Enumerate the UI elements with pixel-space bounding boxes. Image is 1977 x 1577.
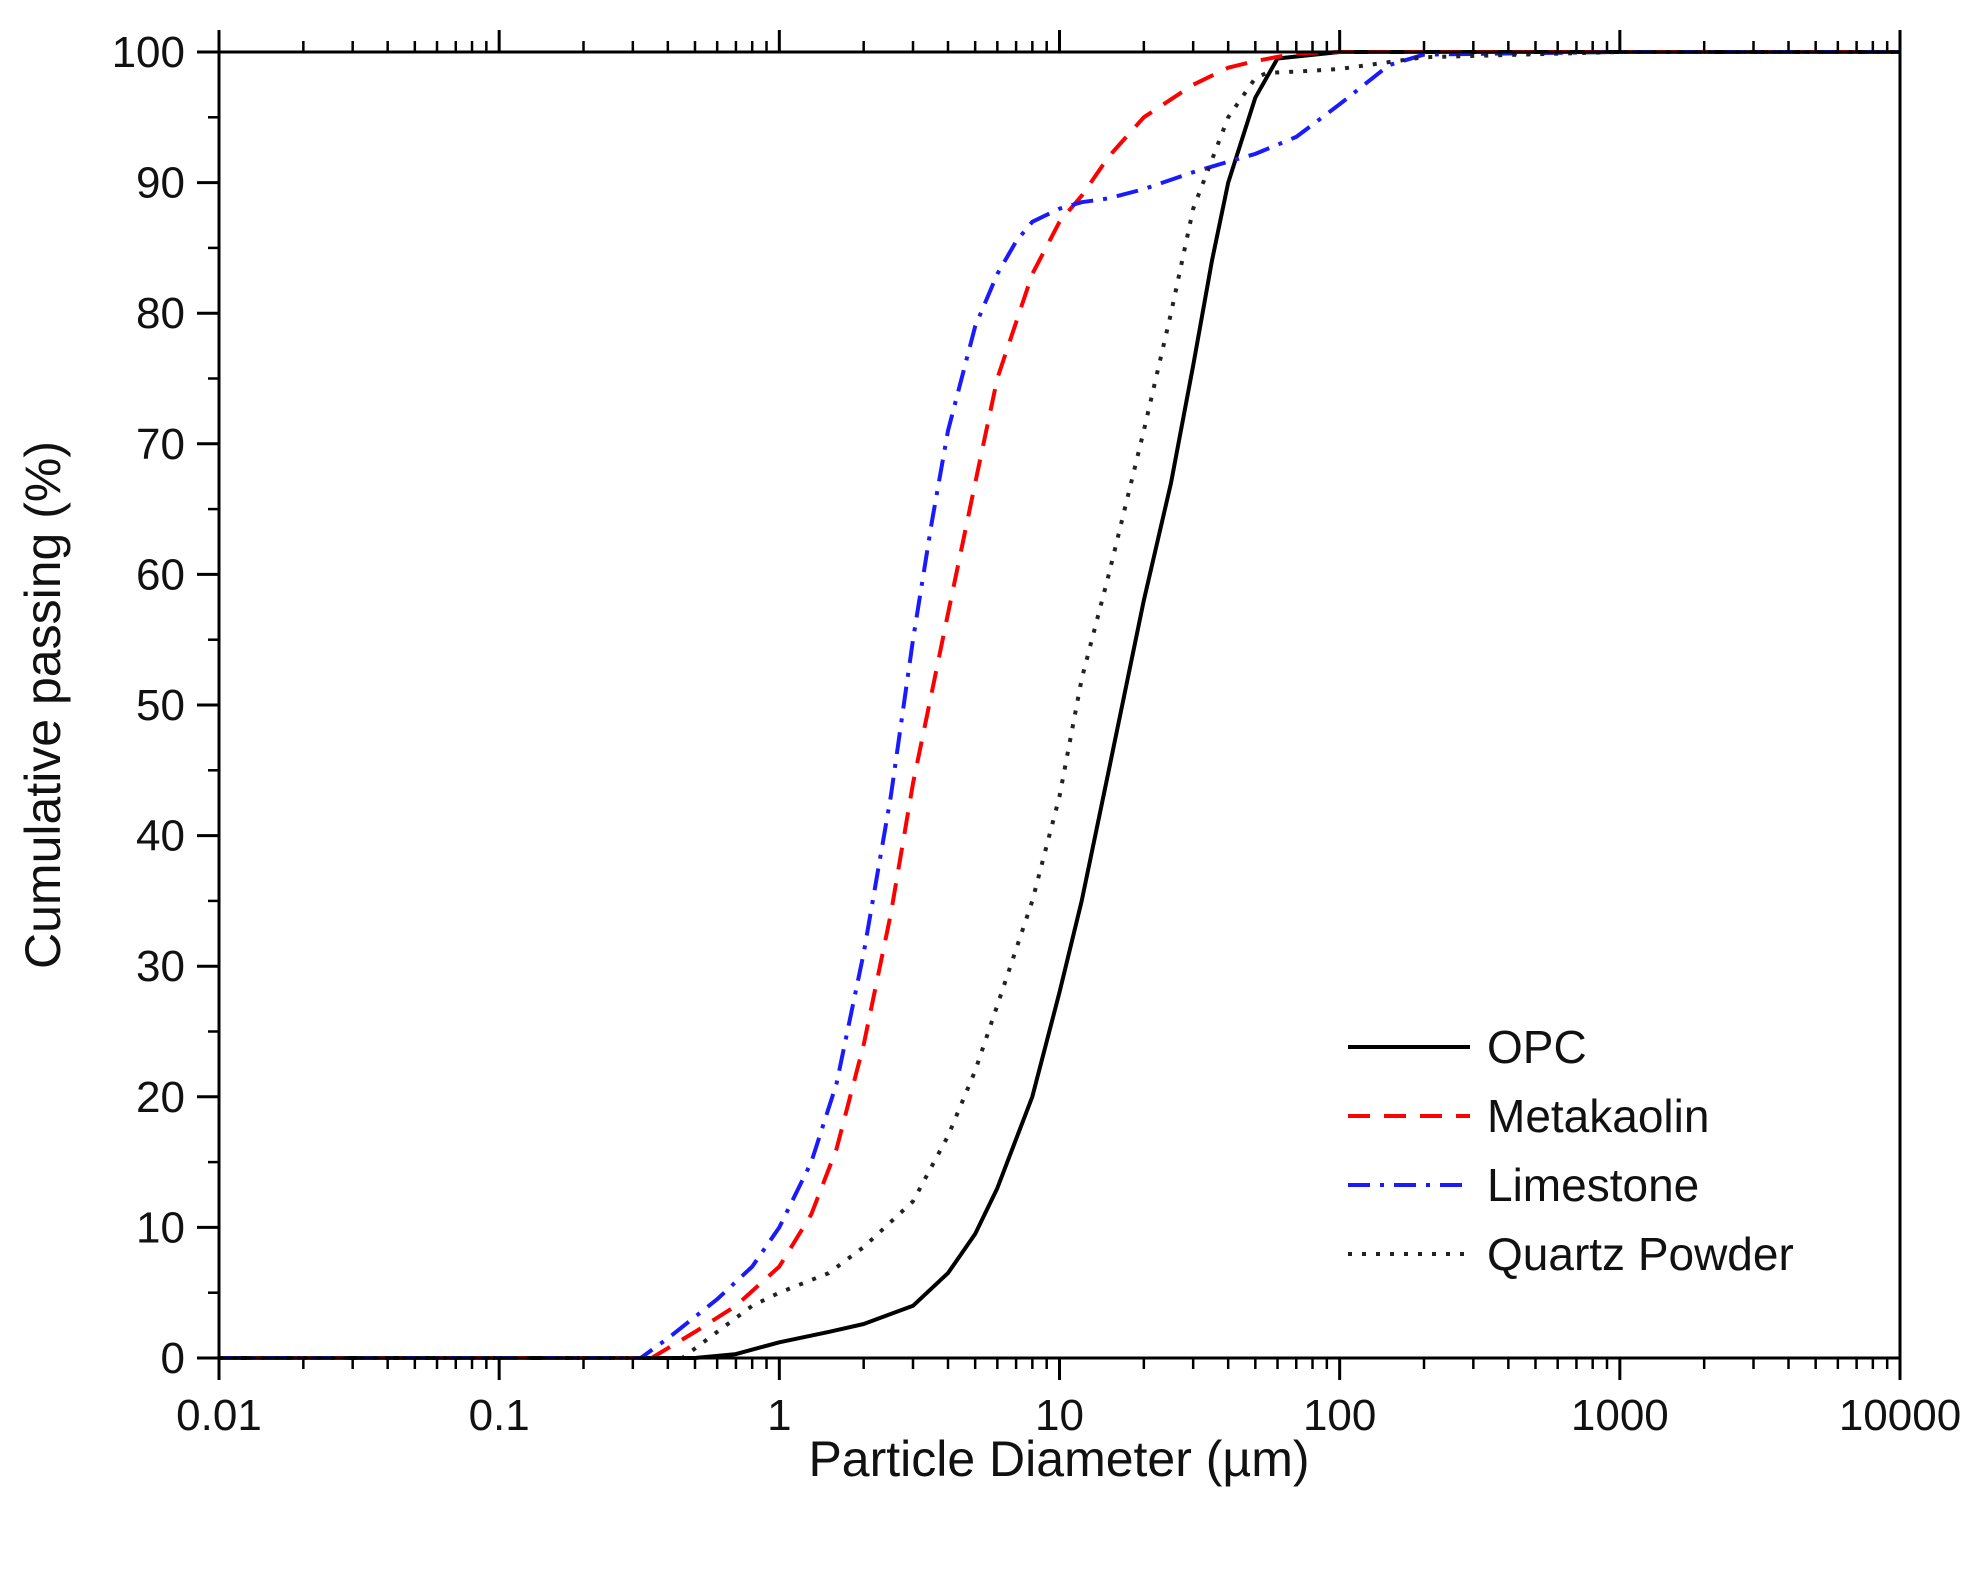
legend-label-limestone: Limestone bbox=[1487, 1159, 1699, 1211]
y-tick-label: 100 bbox=[112, 28, 185, 77]
x-tick-label: 10000 bbox=[1839, 1391, 1961, 1440]
y-tick-label: 0 bbox=[161, 1334, 185, 1383]
y-tick-label: 60 bbox=[136, 550, 185, 599]
series-line-metakaolin bbox=[219, 50, 1900, 1360]
y-tick-label: 80 bbox=[136, 289, 185, 338]
y-tick-label: 90 bbox=[136, 159, 185, 208]
y-tick-label: 50 bbox=[136, 681, 185, 730]
legend-label-quartz-powder: Quartz Powder bbox=[1487, 1228, 1794, 1280]
series-layer bbox=[219, 50, 1900, 1360]
x-tick-label: 0.01 bbox=[176, 1391, 262, 1440]
y-tick-label: 20 bbox=[136, 1073, 185, 1122]
y-tick-label: 70 bbox=[136, 420, 185, 469]
x-axis-title: Particle Diameter (µm) bbox=[808, 1431, 1309, 1487]
x-tick-label: 10 bbox=[1035, 1391, 1084, 1440]
tick-label-layer: 0.01 0.1 1 10 100 1000 10000 0 10 20 30 40 50 60 70 80 9… bbox=[112, 28, 1962, 1440]
legend-label-opc: OPC bbox=[1487, 1021, 1587, 1073]
legend: OPC Metakaolin Limestone Quartz Powder bbox=[1348, 1021, 1794, 1280]
x-tick-label: 1 bbox=[767, 1391, 791, 1440]
y-axis-title: Cumulative passing (%) bbox=[15, 441, 71, 969]
y-tick-label: 40 bbox=[136, 812, 185, 861]
x-tick-label: 1000 bbox=[1571, 1391, 1669, 1440]
x-tick-label: 0.1 bbox=[469, 1391, 530, 1440]
legend-label-metakaolin: Metakaolin bbox=[1487, 1090, 1709, 1142]
x-tick-label: 100 bbox=[1303, 1391, 1376, 1440]
series-line-limestone bbox=[219, 50, 1900, 1360]
y-tick-label: 10 bbox=[136, 1203, 185, 1252]
series-line-quartz-powder bbox=[219, 50, 1900, 1360]
tick-layer bbox=[197, 30, 1902, 1380]
y-tick-label: 30 bbox=[136, 942, 185, 991]
series-line-opc bbox=[219, 50, 1900, 1360]
